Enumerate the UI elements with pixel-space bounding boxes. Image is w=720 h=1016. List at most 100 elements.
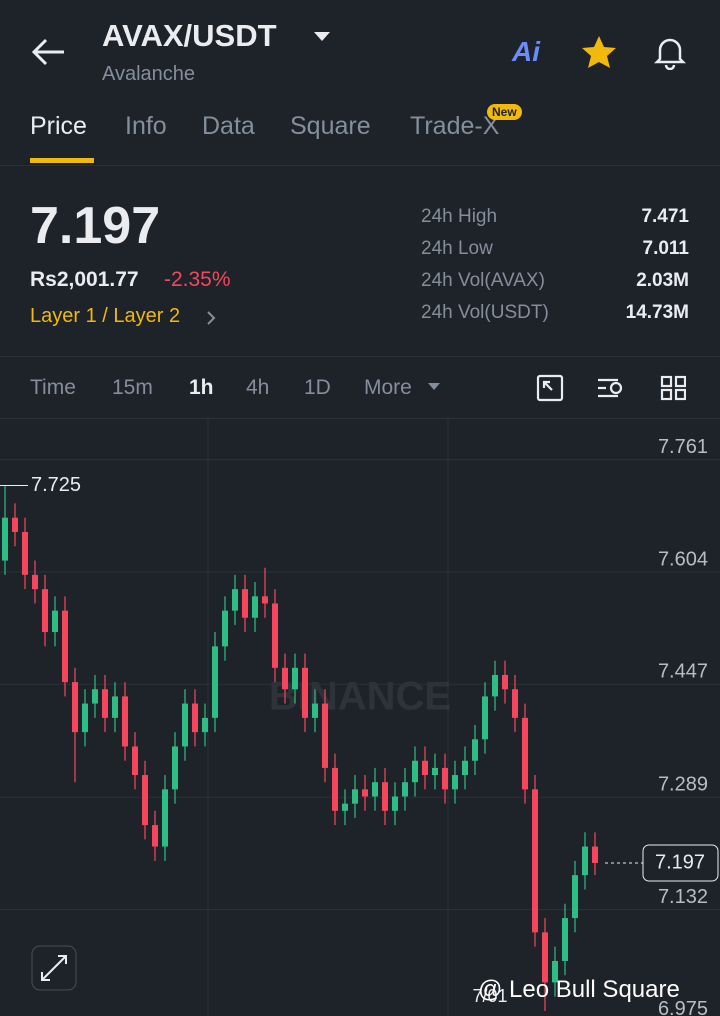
last-price-label: 7.197	[655, 851, 705, 873]
candle-body	[202, 717, 208, 733]
candle-body	[82, 703, 88, 733]
candle-body	[312, 703, 318, 718]
expand-icon	[41, 955, 67, 981]
candle-body	[352, 789, 358, 804]
candle-body	[22, 531, 28, 575]
stat-value: 7.011	[642, 238, 690, 259]
watermark-footer: @ Leo Bull Square	[478, 976, 680, 1003]
candle-body	[132, 746, 138, 776]
candle-body	[592, 846, 598, 863]
y-tick-label: 7.289	[658, 774, 708, 796]
last-price-box	[642, 844, 719, 882]
candle-body	[342, 803, 348, 811]
pair-caret[interactable]	[312, 30, 332, 44]
last-price: 7.197	[30, 197, 161, 255]
candle-body	[262, 596, 268, 604]
y-tick-label: 7.447	[658, 661, 708, 683]
candle-body	[432, 767, 438, 776]
candle-body	[152, 825, 158, 847]
back-button[interactable]	[30, 36, 70, 68]
more-caret[interactable]	[426, 381, 442, 393]
high-marker-label: 7.725	[31, 474, 81, 496]
candle-body	[522, 717, 528, 790]
candle-body	[372, 782, 378, 797]
category-tags[interactable]: Layer 1 / Layer 2	[30, 305, 181, 327]
stat-label: 24h Vol(AVAX)	[421, 270, 545, 291]
candle-body	[442, 767, 448, 790]
candle-body	[232, 589, 238, 611]
candle-body	[32, 574, 38, 590]
alert-bell[interactable]	[652, 34, 688, 70]
interval-option[interactable]: More	[364, 376, 412, 399]
tab[interactable]: Trade-X	[410, 112, 500, 140]
favorite-star[interactable]	[580, 34, 618, 70]
candle-body	[92, 689, 98, 704]
candle-body	[182, 703, 188, 747]
candle-body	[72, 682, 78, 733]
stat-value: 14.73M	[625, 302, 689, 323]
candle-body	[52, 610, 58, 633]
candle-body	[192, 703, 198, 733]
candle-body	[332, 767, 338, 811]
stat-label: 24h Vol(USDT)	[421, 302, 549, 323]
tab[interactable]: Price	[30, 112, 87, 140]
x-tick-label: 7/01	[472, 986, 507, 1006]
interval-option[interactable]: 1D	[304, 376, 331, 399]
candle-body	[252, 596, 258, 618]
candle-body	[562, 918, 568, 961]
candle-body	[2, 517, 8, 561]
y-tick-label: 7.604	[658, 548, 708, 570]
candle-body	[422, 760, 428, 776]
candle-body	[582, 846, 588, 876]
interval-option[interactable]: 4h	[246, 376, 270, 399]
candle-body	[552, 960, 558, 983]
chart-tools[interactable]	[536, 374, 686, 402]
interval-option[interactable]: 15m	[112, 376, 153, 399]
tab[interactable]: Data	[202, 112, 255, 140]
candle-body	[492, 674, 498, 697]
active-tab-underline	[30, 158, 94, 163]
candle-body	[142, 775, 148, 826]
candle-body	[322, 703, 328, 768]
candle-body	[42, 589, 48, 633]
candle-body	[472, 739, 478, 761]
candle-body	[172, 746, 178, 790]
pair-subtitle: Avalanche	[102, 63, 196, 85]
candlestick-chart: BINANCE 7/01 7.761 7.604 7.447 7.289 7.132 6.…	[0, 419, 720, 1016]
candle-body	[542, 932, 548, 983]
stat-label: 24h Low	[421, 238, 493, 259]
candle-body	[512, 689, 518, 718]
stat-value: 2.03M	[636, 270, 689, 291]
new-badge: New	[487, 104, 522, 120]
candle-body	[412, 760, 418, 783]
y-tick-label: 7.132	[658, 886, 708, 908]
tab[interactable]: Square	[290, 112, 371, 140]
candle-body	[402, 782, 408, 797]
ai-button[interactable]: Ai	[512, 36, 540, 67]
candle-body	[462, 760, 468, 776]
candle-body	[302, 667, 308, 718]
pair-title[interactable]: AVAX/USDT	[102, 18, 277, 53]
candle-body	[362, 789, 368, 797]
interval-option[interactable]: 1h	[189, 376, 214, 399]
candle-body	[502, 674, 508, 690]
interval-option[interactable]: Time	[30, 376, 76, 399]
stat-value: 7.471	[641, 206, 689, 227]
candle-body	[452, 775, 458, 790]
y-tick-label: 6.975	[658, 998, 708, 1016]
candle-body	[12, 517, 18, 532]
tab[interactable]: Info	[125, 112, 167, 140]
candle-body	[382, 782, 388, 811]
candle-body	[272, 603, 278, 668]
divider	[0, 356, 720, 357]
candle-body	[242, 589, 248, 618]
fiat-price: Rs2,001.77	[30, 268, 139, 291]
candle-body	[572, 875, 578, 919]
candle-body	[482, 696, 488, 740]
watermark: BINANCE	[269, 675, 451, 719]
candle-body	[392, 796, 398, 811]
candle-body	[212, 646, 218, 718]
candle-body	[532, 789, 538, 933]
candle-body	[102, 689, 108, 718]
